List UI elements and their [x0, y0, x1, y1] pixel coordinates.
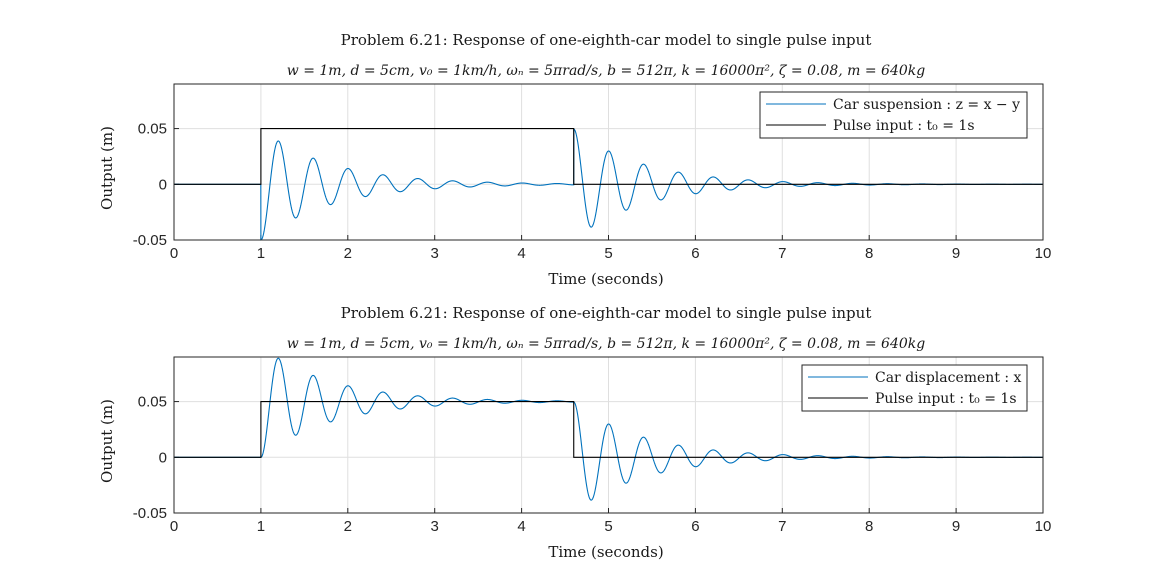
x-tick-label: 7 [778, 518, 786, 535]
y-tick-label: 0.05 [138, 394, 167, 411]
x-tick-label: 2 [344, 518, 352, 535]
x-tick-label: 8 [865, 518, 873, 535]
y-tick-label: -0.05 [133, 232, 167, 249]
x-axis-label: Time (seconds) [548, 543, 663, 561]
chart-subtitle: w = 1m, d = 5cm, v₀ = 1km/h, ωₙ = 5πrad/… [287, 63, 925, 79]
x-axis-label: Time (seconds) [548, 270, 663, 288]
y-axis-label: Output (m) [98, 399, 116, 483]
legend-entry-label: Pulse input : t₀ = 1s [833, 118, 975, 134]
legend-entry-label: Car suspension : z = x − y [833, 97, 1020, 113]
series-line-pulse [174, 401, 1043, 458]
x-tick-label: 4 [517, 518, 525, 535]
x-tick-label: 1 [257, 245, 265, 262]
x-tick-label: 4 [517, 245, 525, 262]
x-tick-label: 0 [170, 245, 178, 262]
x-tick-label: 7 [778, 245, 786, 262]
y-axis-label: Output (m) [98, 126, 116, 210]
chart-top: Problem 6.21: Response of one-eighth-car… [98, 31, 1051, 288]
y-tick-label: 0 [159, 176, 167, 193]
x-tick-label: 0 [170, 518, 178, 535]
x-tick-label: 9 [952, 518, 960, 535]
legend: Car suspension : z = x − y Pulse input : … [759, 91, 1028, 139]
chart-title: Problem 6.21: Response of one-eighth-car… [341, 31, 872, 49]
legend-entry-label: Car displacement : x [875, 370, 1022, 386]
x-tick-label: 2 [344, 245, 352, 262]
x-tick-label: 5 [604, 245, 612, 262]
series-line-pulse [174, 128, 1043, 185]
legend: Car displacement : x Pulse input : t₀ = 1… [801, 364, 1028, 412]
chart-bottom: Problem 6.21: Response of one-eighth-car… [98, 304, 1051, 561]
x-tick-label: 5 [604, 518, 612, 535]
y-tick-label: -0.05 [133, 505, 167, 522]
x-tick-label: 6 [691, 245, 699, 262]
y-tick-label: 0.05 [138, 121, 167, 138]
x-tick-label: 3 [431, 518, 439, 535]
x-tick-label: 8 [865, 245, 873, 262]
x-tick-label: 6 [691, 518, 699, 535]
x-tick-label: 1 [257, 518, 265, 535]
y-tick-label: 0 [159, 449, 167, 466]
chart-subtitle: w = 1m, d = 5cm, v₀ = 1km/h, ωₙ = 5πrad/… [287, 336, 925, 352]
legend-entry-label: Pulse input : t₀ = 1s [875, 391, 1017, 407]
axes-box [173, 356, 1044, 514]
chart-title: Problem 6.21: Response of one-eighth-car… [341, 304, 872, 322]
legend-box [801, 364, 1028, 412]
axes-box [173, 83, 1044, 241]
x-tick-label: 9 [952, 245, 960, 262]
legend-box [759, 91, 1028, 139]
x-tick-label: 10 [1035, 518, 1052, 535]
x-tick-label: 3 [431, 245, 439, 262]
x-tick-label: 10 [1035, 245, 1052, 262]
